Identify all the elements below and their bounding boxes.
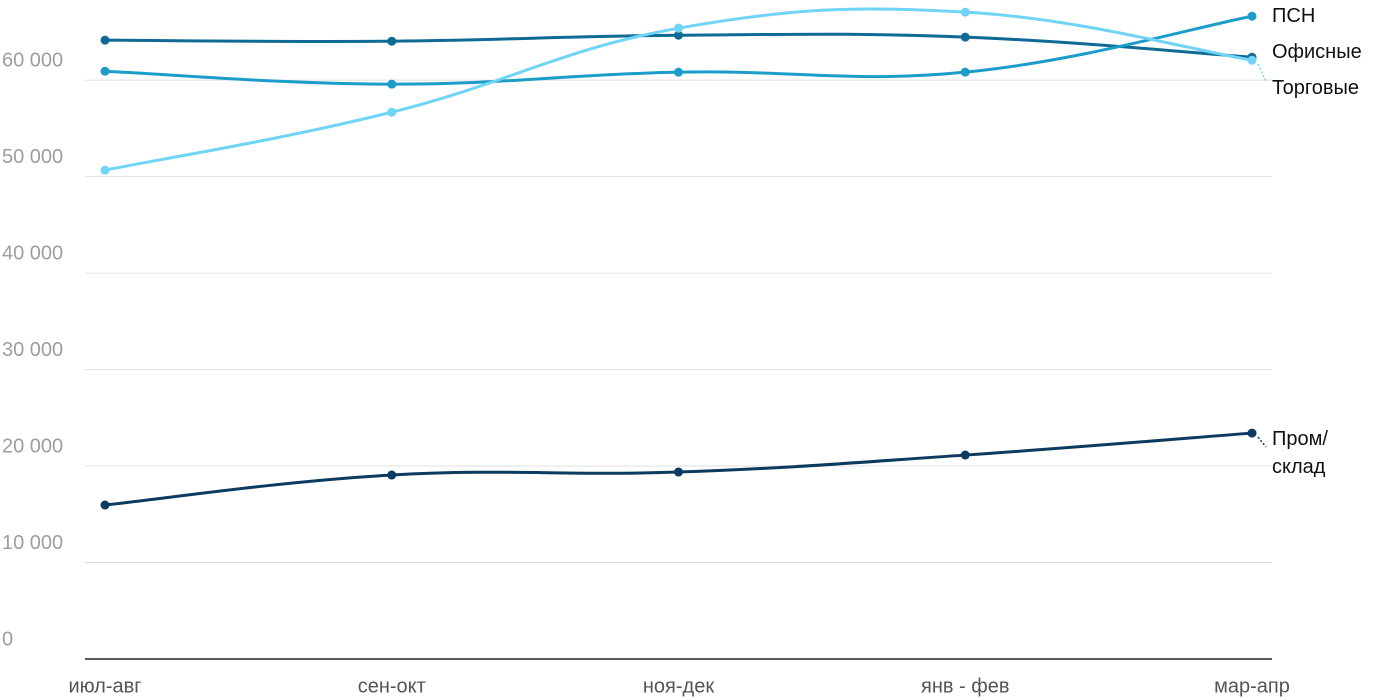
point [1247, 11, 1257, 21]
x-tick-label: янв - фев [921, 675, 1009, 697]
legend-label: Торговые [1272, 77, 1360, 99]
point [100, 35, 110, 45]
legend-label: ПСН [1272, 5, 1316, 27]
x-tick-label: ноя-дек [643, 675, 714, 697]
point [674, 30, 683, 40]
point [960, 450, 970, 460]
legend-label: Пром/ склад [1272, 428, 1328, 478]
point [674, 67, 683, 77]
point [960, 7, 970, 17]
x-tick-label: июл-авг [68, 675, 141, 697]
y-tick-label: 10 000 [2, 532, 63, 554]
point [387, 107, 397, 117]
y-tick-label: 0 [2, 628, 13, 650]
point [1247, 55, 1257, 65]
point [387, 470, 397, 480]
leader [1257, 436, 1267, 448]
y-tick-label: 60 000 [2, 49, 63, 71]
y-tick-label: 30 000 [2, 339, 63, 361]
point [100, 165, 110, 175]
point [387, 36, 397, 46]
legend-label: Офисные [1272, 41, 1362, 63]
leader [1257, 63, 1267, 83]
x-tick-label: сен-окт [358, 675, 426, 697]
point [674, 23, 683, 33]
point [100, 500, 110, 510]
y-tick-label: 40 000 [2, 242, 63, 264]
point [674, 467, 683, 477]
point [100, 66, 110, 76]
x-tick-label: мар-апр [1214, 675, 1290, 697]
point [387, 79, 397, 89]
point [960, 67, 970, 77]
y-tick-label: 50 000 [2, 146, 63, 168]
point [1247, 428, 1257, 438]
y-tick-label: 20 000 [2, 435, 63, 457]
point [960, 32, 970, 42]
